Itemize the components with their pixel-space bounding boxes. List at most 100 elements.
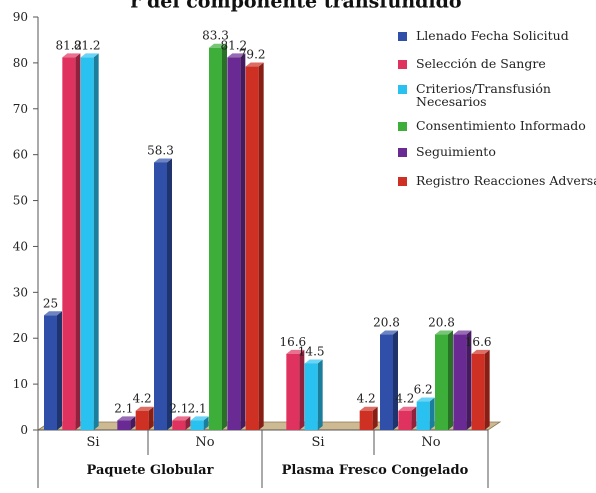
y-tick-label: 30 bbox=[13, 285, 28, 299]
data-label: 16.6 bbox=[465, 335, 492, 349]
bar-top bbox=[380, 330, 398, 335]
bar-top bbox=[398, 406, 417, 411]
bar-top bbox=[190, 416, 209, 421]
data-label: 16.6 bbox=[279, 335, 306, 349]
data-label: 2.1 bbox=[188, 401, 207, 415]
bar bbox=[135, 410, 149, 430]
bar-top bbox=[245, 62, 264, 67]
y-tick-label: 20 bbox=[13, 331, 28, 345]
data-label: 83.3 bbox=[202, 29, 229, 43]
legend-swatch bbox=[398, 32, 407, 41]
data-label: 81.2 bbox=[74, 38, 101, 52]
bar-side bbox=[484, 349, 490, 430]
bar-top bbox=[135, 406, 154, 411]
bar bbox=[304, 363, 318, 430]
bar-side bbox=[258, 62, 264, 431]
bar bbox=[172, 420, 186, 430]
legend-label: Llenado Fecha Solicitud bbox=[416, 28, 569, 43]
y-tick-label: 80 bbox=[13, 56, 28, 70]
legend-label: Registro Reacciones Adversas bbox=[416, 173, 596, 188]
bar-side bbox=[317, 359, 323, 430]
bar-top bbox=[435, 330, 453, 335]
bar-side bbox=[57, 311, 62, 430]
bar bbox=[62, 57, 76, 430]
data-label: 6.2 bbox=[414, 383, 433, 397]
y-tick-label: 70 bbox=[13, 102, 28, 116]
legend-label: Consentimiento Informado bbox=[416, 118, 586, 133]
data-label: 20.8 bbox=[428, 316, 455, 330]
bar bbox=[380, 334, 393, 430]
y-tick-label: 10 bbox=[13, 377, 28, 391]
bar-side bbox=[222, 43, 227, 431]
bar-top bbox=[117, 416, 136, 421]
legend: Llenado Fecha Solicitud Selección de Sang… bbox=[398, 28, 596, 188]
data-label: 25 bbox=[43, 296, 58, 310]
bar-top bbox=[44, 311, 62, 316]
bar bbox=[286, 353, 300, 430]
y-tick-label: 40 bbox=[13, 239, 28, 253]
bar-side bbox=[130, 416, 136, 430]
bar bbox=[80, 57, 94, 430]
bar-top bbox=[154, 158, 172, 163]
bar-side bbox=[185, 416, 191, 430]
data-label: 79.2 bbox=[239, 48, 266, 62]
y-tick-label: 90 bbox=[13, 10, 28, 24]
y-tick-label: 0 bbox=[20, 423, 28, 437]
bar-side bbox=[429, 397, 435, 430]
bar-side bbox=[75, 53, 81, 430]
bar bbox=[453, 334, 467, 430]
bar-top bbox=[453, 330, 472, 335]
bar-top bbox=[227, 53, 246, 58]
data-label: 2.1 bbox=[169, 401, 188, 415]
bar bbox=[245, 66, 259, 430]
bar-side bbox=[203, 416, 209, 430]
y-tick-label: 50 bbox=[13, 194, 28, 208]
bar-top bbox=[359, 406, 378, 411]
bar-top bbox=[286, 349, 305, 354]
bar-side bbox=[240, 53, 246, 430]
legend-swatch bbox=[398, 122, 407, 131]
bar-top bbox=[62, 53, 81, 58]
data-label: 58.3 bbox=[147, 143, 174, 157]
y-tick-label: 60 bbox=[13, 148, 28, 162]
bar bbox=[435, 334, 448, 430]
bar-side bbox=[167, 158, 172, 430]
chart-title: r del componente transfundido bbox=[130, 0, 461, 13]
bar-top bbox=[172, 416, 191, 421]
bar bbox=[154, 162, 167, 430]
data-label: 81.2 bbox=[220, 38, 247, 52]
legend-swatch bbox=[398, 85, 407, 94]
bar bbox=[227, 57, 241, 430]
data-label: 2.1 bbox=[114, 401, 133, 415]
bar-side bbox=[411, 406, 417, 430]
bar bbox=[190, 420, 204, 430]
bar-side bbox=[93, 53, 99, 430]
legend-label: Selección de Sangre bbox=[416, 56, 546, 71]
data-label: 4.2 bbox=[395, 392, 414, 406]
bar bbox=[359, 410, 373, 430]
bar-side bbox=[148, 406, 154, 430]
bar-top bbox=[304, 359, 323, 364]
data-label: 81.2 bbox=[55, 38, 82, 52]
bar bbox=[471, 353, 485, 430]
bar bbox=[44, 315, 57, 430]
legend-label-line2: Necesarios bbox=[416, 94, 487, 109]
legend-swatch bbox=[398, 60, 407, 69]
data-label: 14.5 bbox=[298, 344, 325, 358]
category-label: No bbox=[421, 435, 440, 450]
legend-swatch bbox=[398, 177, 407, 186]
bar-top bbox=[80, 53, 99, 58]
bars bbox=[44, 43, 490, 431]
legend-label: Criterios/Transfusión bbox=[416, 81, 551, 96]
bar-side bbox=[393, 330, 398, 430]
category-label: Si bbox=[86, 435, 99, 450]
bar-side bbox=[448, 330, 453, 430]
bar-side bbox=[372, 406, 378, 430]
bar bbox=[398, 410, 412, 430]
legend-label: Seguimiento bbox=[416, 144, 496, 159]
bar bbox=[209, 47, 222, 431]
bar-top bbox=[416, 397, 435, 402]
category-label: Si bbox=[311, 435, 324, 450]
bar-top bbox=[209, 43, 227, 48]
